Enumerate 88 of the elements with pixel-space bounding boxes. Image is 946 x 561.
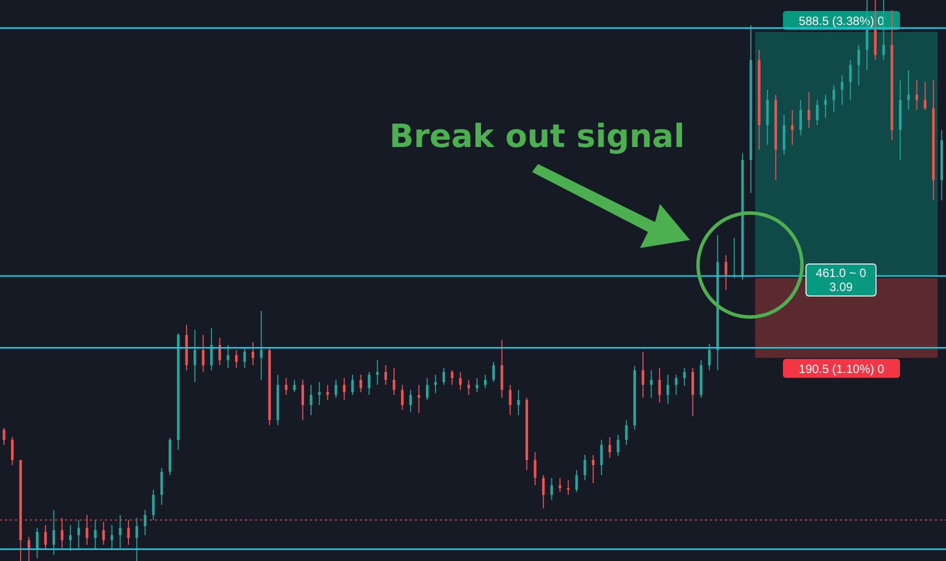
candlestick [52, 509, 56, 556]
candlestick [450, 370, 454, 386]
band-label: 588.5 (3.38%) 0 [798, 14, 884, 28]
candlestick [824, 94, 827, 118]
candlestick [11, 436, 14, 466]
annotation: Break out signal [389, 117, 685, 155]
candlestick [260, 310, 263, 380]
candlestick [683, 368, 686, 386]
candlestick [658, 368, 661, 403]
candlestick [584, 454, 586, 481]
candlestick [102, 521, 105, 546]
candlestick [360, 374, 362, 393]
candlestick [243, 347, 246, 369]
candlestick [517, 389, 520, 416]
candlestick [808, 92, 810, 128]
candlestick [127, 520, 130, 546]
candlestick [434, 374, 437, 394]
candlestick [202, 334, 204, 372]
candlestick [342, 378, 346, 400]
candlestick [210, 328, 213, 371]
candlestick [476, 378, 478, 393]
candlestick [351, 374, 354, 396]
candlestick [368, 371, 370, 396]
candlestick [550, 477, 553, 500]
candlestick [426, 378, 429, 400]
candlestick [724, 254, 728, 291]
candlestick [575, 470, 578, 492]
candlestick [492, 361, 495, 383]
candlestick [832, 84, 836, 113]
candlestick [310, 384, 312, 416]
candlestick [600, 439, 603, 476]
candlestick [799, 99, 802, 136]
candlestick [650, 370, 653, 398]
candlestick [849, 60, 852, 100]
candlestick [857, 44, 860, 86]
candlestick [86, 514, 88, 546]
candlestick [60, 517, 64, 549]
band-label: 190.5 (1.10%) 0 [798, 362, 884, 376]
candlestick [77, 520, 80, 549]
candlestick [691, 368, 694, 417]
candlestick [118, 514, 122, 549]
candlestick [194, 329, 196, 383]
candlestick [459, 371, 462, 390]
candlestick [484, 374, 487, 389]
candlestick [542, 474, 545, 509]
candlestick [2, 428, 6, 446]
candlestick [608, 436, 612, 458]
candlestick [401, 384, 404, 411]
candlestick [924, 81, 926, 110]
candlestick [334, 379, 338, 398]
candlestick [152, 489, 155, 521]
candlestick [642, 351, 644, 398]
candlestick [110, 524, 114, 550]
candlestick [907, 70, 910, 110]
candlestick [916, 80, 918, 110]
candlestick [284, 378, 288, 396]
candlestick [235, 350, 238, 369]
candlestick [293, 379, 296, 393]
candlestick [625, 420, 628, 446]
annotation: 461.0 ~ 0 [816, 266, 867, 280]
candlestick [226, 344, 230, 369]
candlestick [69, 524, 72, 552]
candlestick [566, 480, 570, 496]
candlestick [409, 389, 412, 412]
candlestick [616, 434, 620, 457]
candlestick [94, 520, 97, 550]
candlestick [160, 467, 163, 506]
candlestick [816, 99, 819, 126]
candlestick [666, 374, 670, 404]
annotation: 3.09 [829, 280, 853, 294]
candlestick [318, 382, 321, 406]
candlestick [882, 0, 885, 61]
candlestick [534, 452, 536, 486]
candlestick [791, 109, 794, 146]
candlestick [135, 517, 138, 561]
candlestick [840, 74, 844, 106]
candlestick [442, 368, 446, 386]
candlestick [508, 384, 512, 416]
candlestick [252, 342, 254, 366]
candlestick [301, 379, 304, 421]
candlestick [44, 524, 47, 550]
candlestick [674, 374, 678, 396]
candlestick [384, 364, 388, 386]
candlestick [326, 384, 329, 400]
candlestick [558, 477, 562, 492]
candlestick [708, 343, 711, 371]
candlestick [592, 454, 594, 484]
candlestick [392, 368, 396, 396]
